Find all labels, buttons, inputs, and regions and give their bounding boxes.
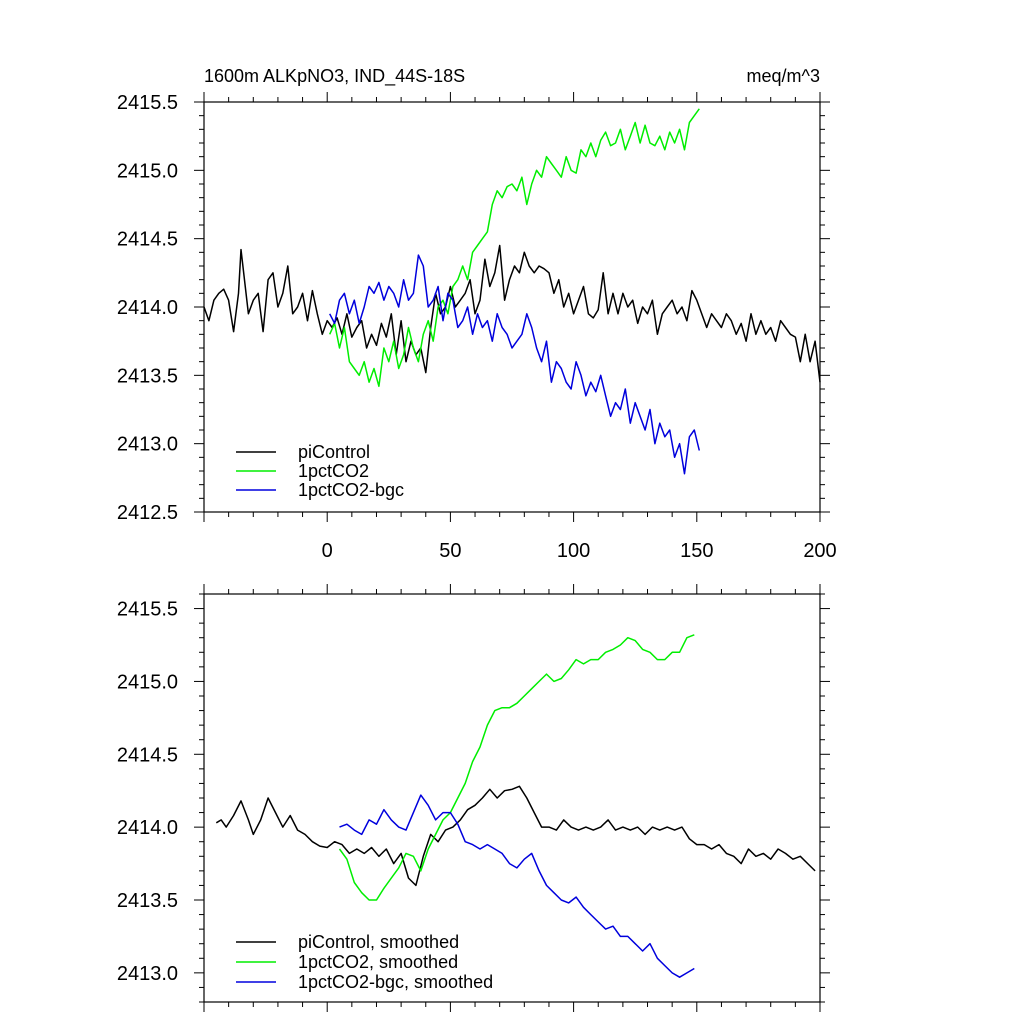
- legend-label-1pctco2-smoothed: 1pctCO2, smoothed: [298, 952, 458, 972]
- series-line-picontrol-smoothed: [215, 785, 816, 887]
- legend-label-1pctco2-bgc-smoothed: 1pctCO2-bgc, smoothed: [298, 972, 493, 992]
- x-tick-label: 50: [439, 540, 461, 562]
- y-tick-label: 2415.0: [117, 671, 178, 693]
- y-tick-label: 2414.5: [117, 744, 178, 766]
- y-tick-label: 2412.5: [117, 502, 178, 524]
- series-line-picontrol: [203, 244, 821, 383]
- units-label: meq/m^3: [747, 66, 820, 86]
- legend-label-1pctco2: 1pctCO2: [298, 461, 369, 481]
- y-axis-labels-top: 2412.5 2413.0 2413.5 2414.0 2414.5 2415.0 2415…: [117, 92, 178, 524]
- legend-label-picontrol-smoothed: piControl, smoothed: [298, 932, 459, 952]
- y-tick-label: 2415.5: [117, 92, 178, 114]
- bottom-panel: 2413.0 2413.5 2414.0 2414.5 2415.0 2415.5 piC…: [117, 584, 830, 1012]
- y-tick-label: 2413.0: [117, 963, 178, 985]
- series-group-bottom: [215, 634, 816, 978]
- axis-ticks-bottom: [194, 584, 830, 1012]
- y-tick-label: 2415.0: [117, 160, 178, 182]
- axis-ticks-top: [194, 92, 830, 522]
- series-line-1pctco2-smoothed: [338, 634, 695, 901]
- series-group-top: [203, 108, 821, 475]
- x-tick-label: 150: [680, 540, 713, 562]
- y-tick-label: 2413.5: [117, 365, 178, 387]
- y-tick-label: 2413.5: [117, 890, 178, 912]
- x-axis-labels-top: 0 50 100 150 200: [322, 540, 837, 562]
- y-axis-labels-bottom: 2413.0 2413.5 2414.0 2414.5 2415.0 2415.5: [117, 599, 178, 985]
- plot-frame-top: [203, 101, 821, 513]
- y-tick-label: 2414.5: [117, 229, 178, 251]
- chart-title: 1600m ALKpNO3, IND_44S-18S: [204, 66, 465, 87]
- legend-label-picontrol: piControl: [298, 442, 370, 462]
- x-tick-label: 200: [803, 540, 836, 562]
- plot-frame-bottom: [203, 593, 821, 1003]
- y-tick-label: 2413.0: [117, 434, 178, 456]
- series-line-1pctco2-bgc: [329, 254, 701, 475]
- legend-top: piControl 1pctCO2 1pctCO2-bgc: [236, 442, 404, 500]
- top-panel: 1600m ALKpNO3, IND_44S-18S meq/m^3 2412.…: [117, 66, 837, 562]
- y-tick-label: 2415.5: [117, 599, 178, 621]
- series-line-1pctco2: [329, 108, 700, 388]
- series-line-1pctco2-bgc-smoothed: [339, 794, 695, 978]
- x-tick-label: 100: [557, 540, 590, 562]
- x-tick-label: 0: [322, 540, 333, 562]
- legend-bottom: piControl, smoothed 1pctCO2, smoothed 1p…: [236, 932, 493, 992]
- legend-label-1pctco2-bgc: 1pctCO2-bgc: [298, 480, 404, 500]
- y-tick-label: 2414.0: [117, 297, 178, 319]
- y-tick-label: 2414.0: [117, 817, 178, 839]
